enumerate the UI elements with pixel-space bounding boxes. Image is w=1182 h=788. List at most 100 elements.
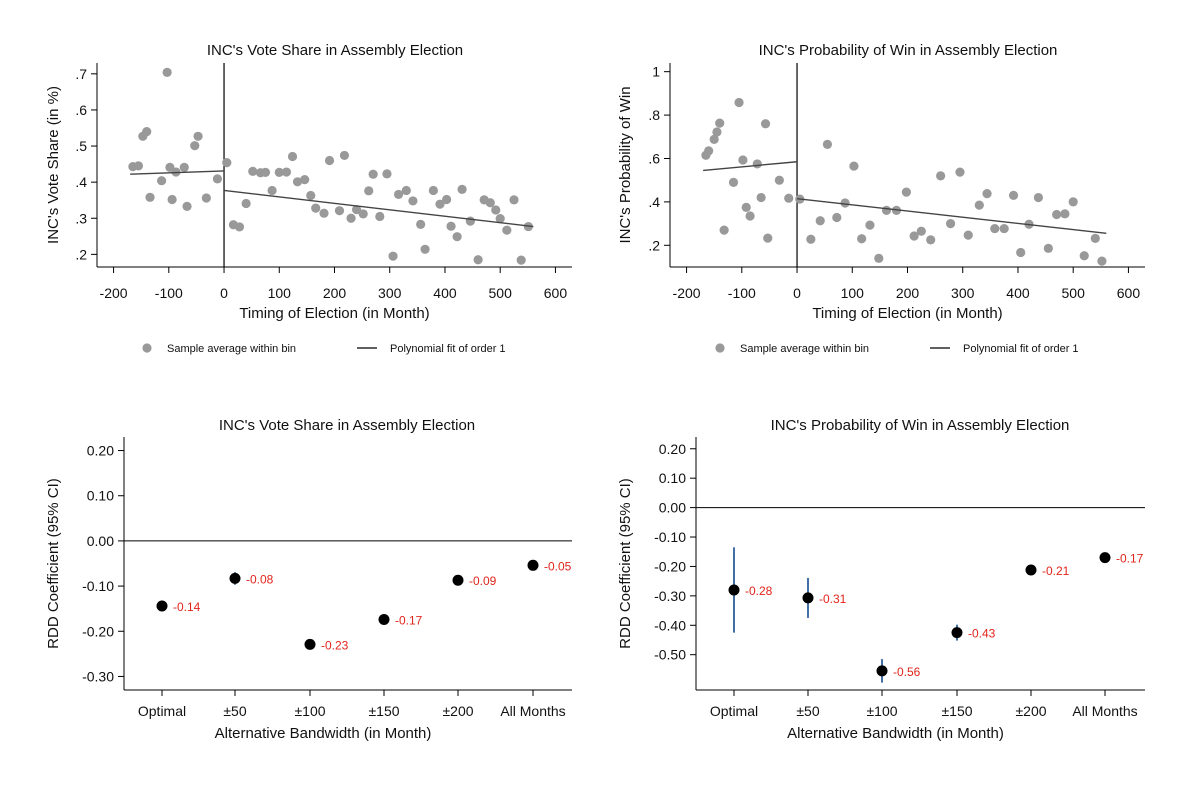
data-point (881, 205, 892, 215)
x-tick-label: 100 (841, 285, 865, 301)
y-tick-label: .3 (75, 210, 87, 226)
y-tick-label: .8 (648, 107, 660, 123)
coefficient-label: -0.09 (469, 574, 497, 588)
data-point (167, 194, 177, 205)
data-point (955, 167, 965, 177)
legend-label-bin: Sample average within bin (167, 343, 296, 355)
x-axis-label: Timing of Election (in Month) (812, 305, 1002, 322)
data-point (728, 177, 739, 187)
x-tick-label: ±150 (368, 703, 399, 719)
data-point (916, 226, 926, 236)
data-point (222, 158, 232, 168)
data-point (806, 234, 816, 244)
data-point (874, 253, 884, 263)
x-tick-label: -100 (728, 285, 756, 301)
data-point (738, 155, 748, 165)
data-point (945, 218, 956, 229)
y-tick-label: .7 (75, 66, 87, 82)
data-point (145, 192, 155, 202)
data-point (346, 213, 356, 223)
data-point (745, 211, 755, 221)
data-point (974, 200, 984, 210)
data-point (709, 134, 719, 144)
data-point (162, 67, 172, 77)
y-tick-label: 0.20 (87, 443, 114, 459)
data-point (1068, 197, 1078, 207)
scatter-panel-2: INC's Probability of Win in Assembly Ele… (617, 42, 1145, 355)
data-point (1052, 209, 1062, 220)
point-estimate (229, 572, 241, 584)
data-point (306, 190, 316, 201)
point-estimate (951, 627, 963, 639)
data-point (1060, 209, 1070, 219)
x-tick-label: ±50 (223, 703, 246, 719)
data-point (234, 222, 245, 232)
data-point (1043, 243, 1053, 253)
data-point (509, 195, 519, 205)
data-point (241, 198, 251, 209)
x-axis-label: Timing of Election (in Month) (239, 305, 429, 322)
y-axis-label: RDD Coefficient (95% CI) (45, 478, 62, 649)
data-point (465, 216, 475, 226)
x-tick-label: Optimal (138, 703, 186, 719)
data-point (495, 214, 505, 224)
data-point (339, 150, 350, 161)
x-tick-label: 0 (220, 285, 228, 301)
data-point (260, 167, 271, 178)
data-point (1008, 190, 1019, 200)
data-point (428, 185, 438, 196)
data-point (267, 185, 277, 196)
data-point (963, 230, 973, 240)
x-tick-label: 500 (489, 285, 513, 301)
data-point (401, 185, 411, 196)
point-estimate (1025, 564, 1037, 576)
data-point (388, 251, 398, 261)
legend-label-fit: Polynomial fit of order 1 (390, 343, 506, 355)
data-point (756, 192, 766, 203)
data-point (358, 209, 368, 219)
x-tick-label: 600 (544, 285, 568, 301)
data-point (300, 175, 310, 185)
data-point (446, 221, 456, 231)
coefficient-label: -0.43 (968, 627, 996, 641)
x-tick-label: ±100 (294, 703, 325, 719)
point-estimate (1099, 552, 1111, 564)
data-point (142, 127, 152, 137)
y-tick-label: -0.50 (654, 647, 686, 663)
x-tick-label: 500 (1062, 285, 1086, 301)
y-tick-label: .6 (75, 102, 87, 118)
data-point (311, 203, 321, 213)
y-tick-label: -0.30 (82, 668, 114, 684)
data-point (822, 139, 833, 149)
data-point (435, 199, 445, 209)
x-tick-label: 300 (951, 285, 975, 301)
data-point (190, 141, 200, 151)
scatter-panel-1: INC's Vote Share in Assembly Election -20… (45, 42, 572, 355)
data-point (292, 177, 303, 187)
y-tick-label: -0.20 (82, 623, 114, 639)
point-estimate (802, 592, 814, 604)
chart-title: INC's Probability of Win in Assembly Ele… (759, 42, 1058, 59)
point-estimate (876, 665, 888, 677)
data-point (752, 159, 762, 169)
data-point (351, 204, 362, 215)
data-point (990, 223, 1000, 234)
legend-marker-bin (715, 343, 725, 353)
chart-title: INC's Vote Share in Assembly Election (219, 417, 475, 434)
legend-marker-bin (142, 343, 152, 353)
data-point (763, 233, 773, 243)
data-point (849, 161, 859, 171)
data-point (840, 198, 850, 208)
data-point (760, 119, 771, 129)
point-estimate (527, 559, 539, 571)
data-point (420, 244, 430, 254)
data-point (157, 176, 167, 186)
y-axis-label: RDD Coefficient (95% CI) (617, 478, 634, 649)
x-tick-label: 200 (323, 285, 347, 301)
coefficient-label: -0.31 (819, 592, 847, 606)
coefficient-label: -0.28 (745, 584, 773, 598)
x-tick-label: All Months (1072, 703, 1137, 719)
y-tick-label: .5 (75, 138, 87, 154)
coefficient-label: -0.21 (1042, 564, 1070, 578)
